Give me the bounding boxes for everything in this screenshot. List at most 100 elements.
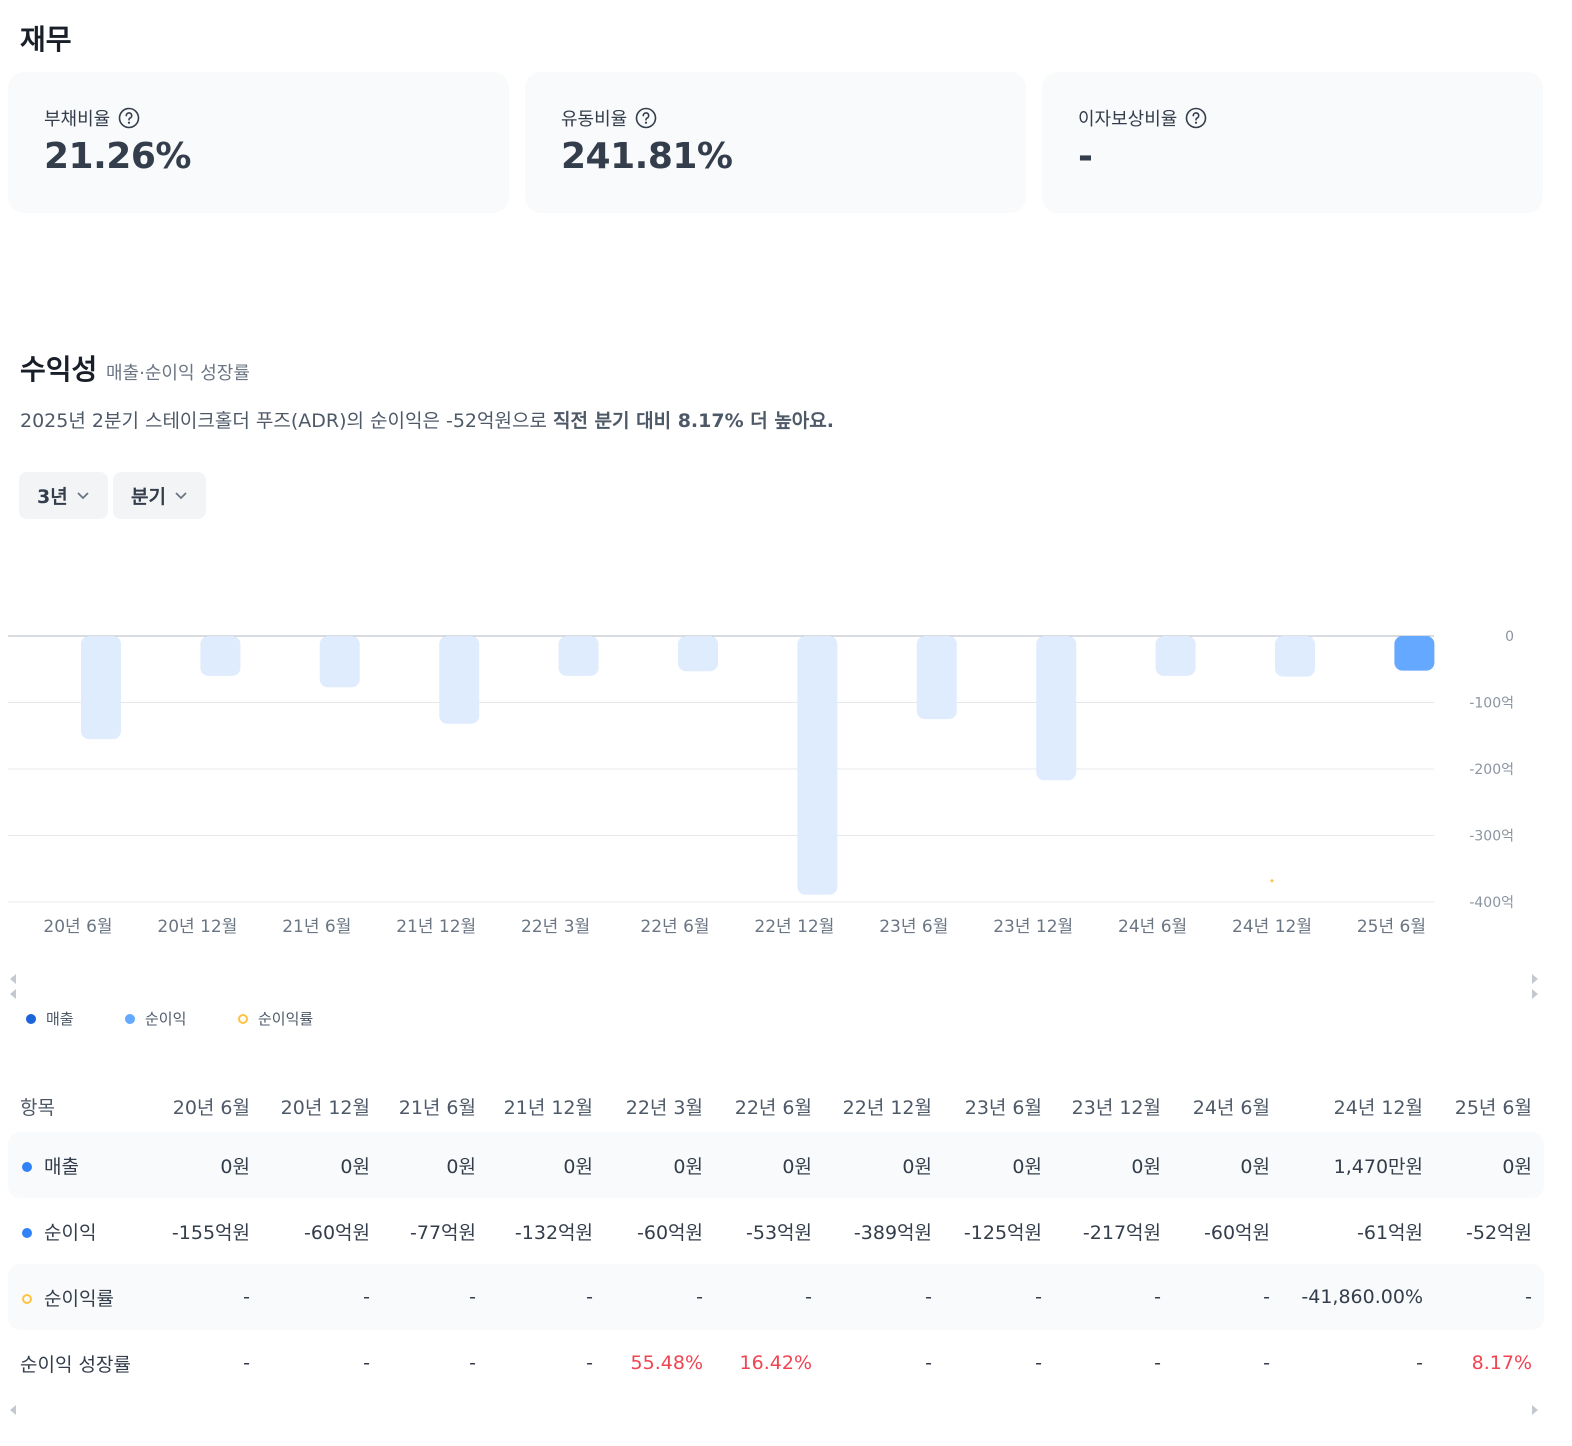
- table-cell: -155억원: [171, 1221, 250, 1244]
- table-cell: 55.48%: [630, 1352, 703, 1374]
- chevron: [77, 491, 89, 499]
- y-tick-label: -100억: [1469, 696, 1514, 712]
- column-header: 22년 6월: [734, 1096, 812, 1119]
- section-title: 재무: [20, 23, 72, 56]
- summary-emphasis: 직전 분기 대비 8.17% 더 높아요.: [552, 410, 834, 432]
- bar: [1155, 636, 1196, 676]
- row-label-cell: 순이익 성장률: [8, 1330, 150, 1396]
- x-tick-label: 24년 12월: [1232, 917, 1312, 937]
- help-icon[interactable]: [1185, 107, 1207, 129]
- table-cell: -: [476, 1264, 593, 1330]
- table-cell: -: [593, 1264, 703, 1330]
- x-tick-label: 21년 6월: [282, 917, 351, 937]
- bar: [1394, 636, 1435, 671]
- bar: [200, 636, 241, 676]
- interval-filter[interactable]: 분기: [113, 472, 206, 519]
- scroll-left[interactable]: [10, 1405, 16, 1415]
- row-label: 순이익 성장률: [20, 1353, 131, 1376]
- row-marker: [22, 1294, 32, 1304]
- x-tick-label: 23년 6월: [879, 917, 948, 937]
- metric-card: 이자보상비율 -: [1042, 72, 1543, 213]
- legend-item: 순이익: [125, 1008, 186, 1029]
- legend-item: 순이익률: [238, 1008, 313, 1029]
- x-tick-label: 20년 6월: [43, 917, 112, 937]
- metric-label: 부채비율: [44, 109, 111, 130]
- table-cell: -: [243, 1352, 250, 1374]
- table-cell: -60억원: [304, 1221, 370, 1244]
- table-cell: -125억원: [963, 1221, 1042, 1244]
- table-row: 매출 0원 0원 0원 0원 0원 0원 0원 0원 0원 0원 1,470만원 0원: [8, 1132, 1544, 1198]
- table-cell: -: [150, 1264, 250, 1330]
- metric-value: 241.81%: [561, 136, 733, 177]
- column-header: 22년 3월: [625, 1096, 703, 1119]
- metric-label-row: 이자보상비율: [1078, 105, 1207, 131]
- column-header: 항목: [20, 1096, 55, 1119]
- table-cell: -: [932, 1264, 1042, 1330]
- table-cell: 0원: [703, 1132, 812, 1198]
- metric-card: 유동비율 241.81%: [525, 72, 1026, 213]
- table-cell: -: [469, 1352, 476, 1374]
- x-tick-label: 21년 12월: [396, 917, 476, 937]
- legend-marker: [26, 1013, 36, 1024]
- help-icon[interactable]: [635, 107, 657, 129]
- table-cell: 0원: [150, 1132, 250, 1198]
- x-tick-label: 25년 6월: [1357, 917, 1426, 937]
- bar: [558, 636, 599, 676]
- column-header: 24년 12월: [1333, 1096, 1423, 1119]
- metric-value: -: [1078, 136, 1093, 177]
- bar: [797, 636, 838, 895]
- table-cell: -: [363, 1352, 370, 1374]
- column-header: 21년 6월: [398, 1096, 476, 1119]
- row-label: 순이익: [44, 1221, 97, 1244]
- table-cell: -61억원: [1357, 1221, 1423, 1244]
- table-cell: -: [1154, 1352, 1161, 1374]
- row-label-cell: 순이익률: [8, 1264, 150, 1330]
- x-tick-label: 23년 12월: [993, 917, 1073, 937]
- table-cell: -: [250, 1264, 370, 1330]
- data-table: 항목 20년 6월 20년 12월 21년 6월 21년 12월 22년 3월 22년 6월…: [8, 1080, 1544, 1396]
- period-filter[interactable]: 3년: [19, 472, 108, 519]
- table-cell: -389억원: [853, 1221, 932, 1244]
- table-cell: -: [1263, 1352, 1270, 1374]
- table-cell: -53억원: [746, 1221, 812, 1244]
- column-header: 22년 12월: [842, 1096, 932, 1119]
- x-tick-label: 22년 6월: [640, 917, 709, 937]
- table-cell: -: [586, 1352, 593, 1374]
- y-tick-label: 0: [1505, 629, 1514, 645]
- section-subtitle: 매출·순이익 성장률: [106, 363, 250, 384]
- column-header: 25년 6월: [1454, 1096, 1532, 1119]
- scroll-right[interactable]: [1532, 989, 1538, 999]
- column-header: 23년 12월: [1071, 1096, 1161, 1119]
- table-cell: 0원: [250, 1132, 370, 1198]
- table-cell: -: [812, 1264, 932, 1330]
- table-header: 항목 20년 6월 20년 12월 21년 6월 21년 12월 22년 3월 22년 6월…: [8, 1080, 1544, 1132]
- table-cell: -: [370, 1264, 476, 1330]
- scroll-left[interactable]: [10, 989, 16, 999]
- table-cell: 0원: [1423, 1132, 1544, 1198]
- scroll-right[interactable]: [1532, 974, 1538, 984]
- table-cell: 16.42%: [739, 1352, 812, 1374]
- x-tick-label: 24년 6월: [1118, 917, 1187, 937]
- table-cell: -217억원: [1082, 1221, 1161, 1244]
- filter-label: 분기: [131, 486, 166, 508]
- scroll-right[interactable]: [1532, 1405, 1538, 1415]
- legend-label: 순이익률: [258, 1010, 314, 1028]
- legend-label: 매출: [46, 1010, 74, 1028]
- table-cell: -: [1161, 1264, 1270, 1330]
- legend-label: 순이익: [145, 1010, 187, 1028]
- table-cell: 1,470만원: [1270, 1132, 1423, 1198]
- bar: [1036, 636, 1077, 781]
- bar: [81, 636, 121, 740]
- help-icon[interactable]: [118, 107, 140, 129]
- y-tick-label: -200억: [1469, 762, 1514, 778]
- table-cell: -77억원: [410, 1221, 476, 1244]
- x-tick-label: 20년 12월: [157, 917, 237, 937]
- row-label-cell: 매출: [8, 1132, 150, 1198]
- table-cell: -: [1416, 1352, 1423, 1374]
- row-label-cell: 순이익: [8, 1198, 150, 1264]
- row-label: 매출: [44, 1155, 79, 1178]
- metric-label: 이자보상비율: [1078, 109, 1178, 130]
- scroll-left[interactable]: [10, 974, 16, 984]
- table-cell: -52억원: [1466, 1221, 1532, 1244]
